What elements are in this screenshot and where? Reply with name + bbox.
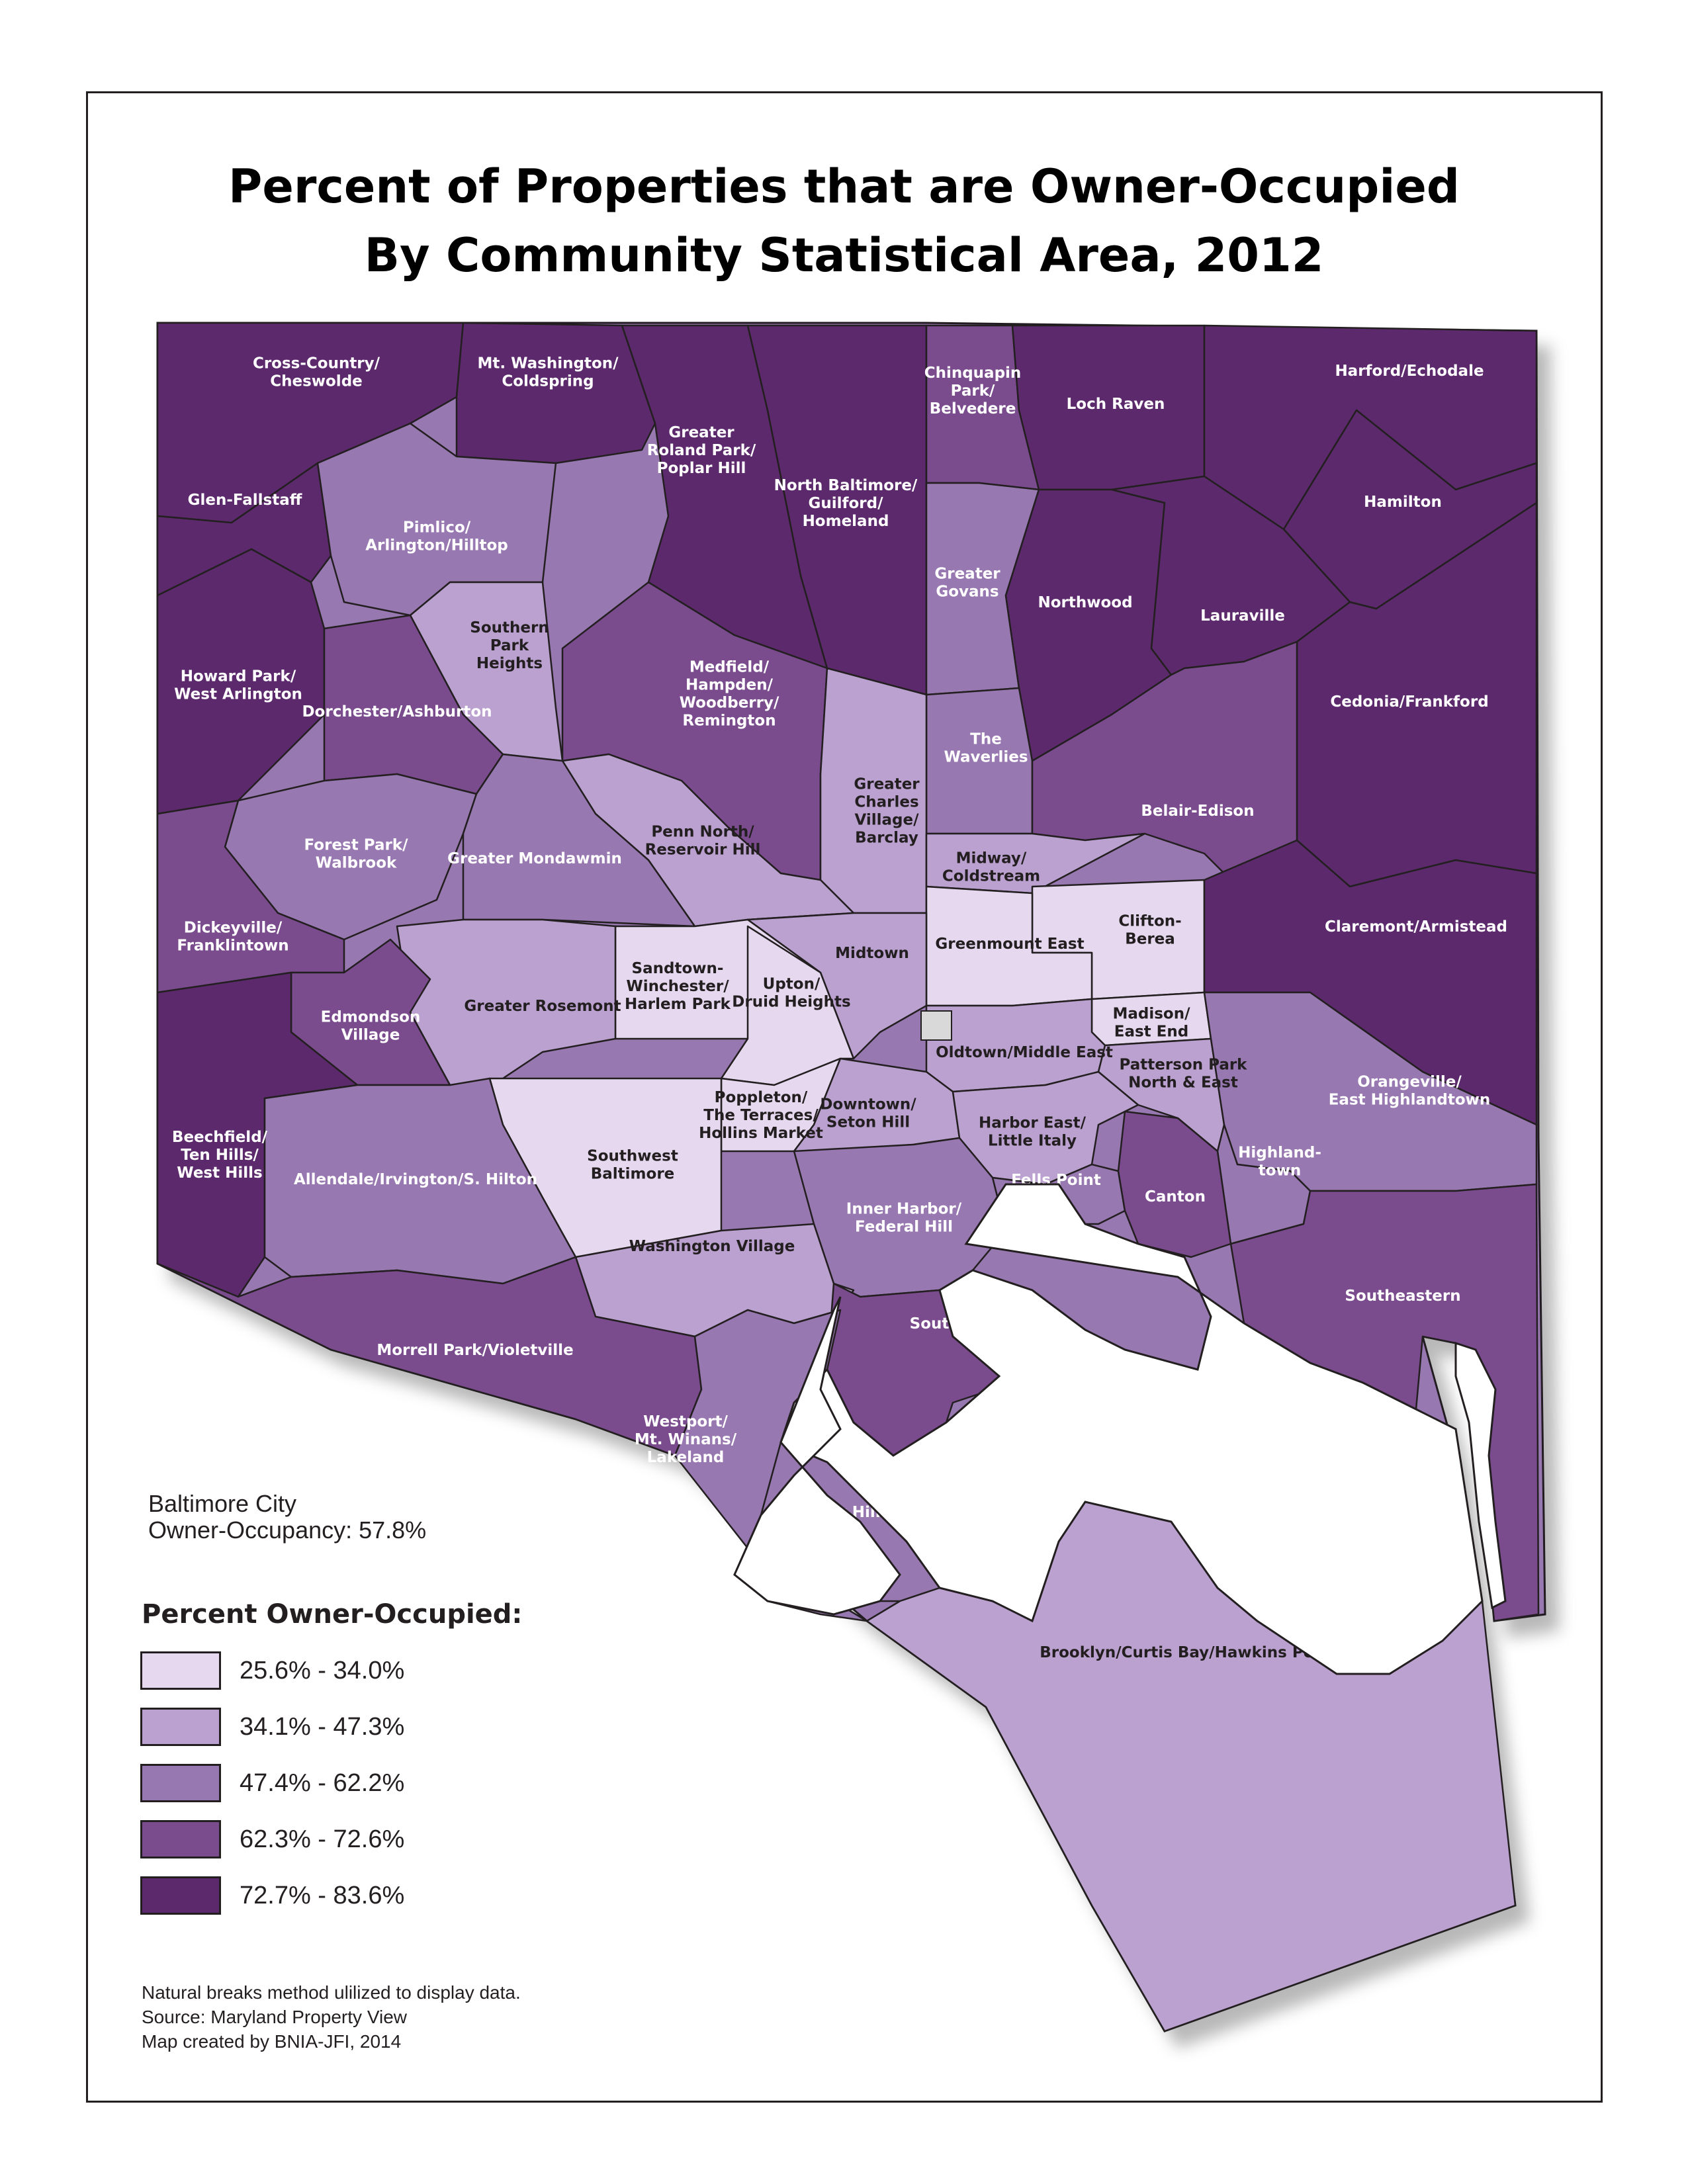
csa-label-washington-village: Washington Village (629, 1238, 795, 1255)
note-source: Source: Maryland Property View (142, 2007, 407, 2027)
csa-label-harford-echodale: Harford/Echodale (1335, 363, 1484, 380)
csa-label-forest-park-walbrook: Forest Park/Walbrook (304, 837, 408, 872)
title-line-2: By Community Statistical Area, 2012 (364, 228, 1324, 283)
csa-label-claremont-armistead: Claremont/Armistead (1325, 918, 1507, 936)
city-summary-name: Baltimore City (148, 1490, 297, 1517)
csa-label-brooklyn-curtis-bay-hawkins-point: Brooklyn/Curtis Bay/Hawkins Point (1040, 1644, 1337, 1661)
csa-label-loch-raven: Loch Raven (1067, 396, 1165, 413)
csa-label-greater-mondawmin: Greater Mondawmin (447, 850, 622, 867)
csa-label-greater-rosemont: Greater Rosemont (464, 998, 621, 1015)
csa-label-midway-coldstream: Midway/Coldstream (942, 850, 1040, 885)
csa-label-greater-charles-village-barclay: Greater Charles Village/Barclay (854, 776, 920, 847)
legend-item-1: 25.6% - 34.0% (140, 1651, 537, 1694)
legend-item-3: 47.4% - 62.2% (140, 1764, 537, 1806)
csa-label-hamilton: Hamilton (1364, 494, 1442, 511)
csa-label-oldtown-middle-east: Oldtown/Middle East (936, 1044, 1113, 1061)
legend-swatch-1 (140, 1651, 221, 1690)
note-credit: Map created by BNIA-JFI, 2014 (142, 2031, 402, 2052)
legend-item-5: 72.7% - 83.6% (140, 1876, 537, 1919)
no-data-parcel (920, 1010, 952, 1041)
csa-label-inner-harbor-federal-hill: Inner Harbor/Federal Hill (846, 1201, 962, 1236)
legend-swatch-3 (140, 1764, 221, 1802)
csa-label-dorchester-ashburton: Dorchester/Ashburton (302, 703, 492, 721)
legend-label-1: 25.6% - 34.0% (240, 1657, 405, 1684)
city-summary: Baltimore City Owner-Occupancy: 57.8% (148, 1491, 426, 1544)
csa-label-greenmount-east: Greenmount East (935, 936, 1084, 953)
csa-label-downtown-seton-hill: Downtown/Seton Hill (820, 1096, 916, 1131)
legend-swatch-2 (140, 1708, 221, 1746)
csa-label-the-waverlies: The Waverlies (944, 731, 1028, 766)
city-summary-rate: Owner-Occupancy: 57.8% (148, 1516, 427, 1544)
legend-label-5: 72.7% - 83.6% (240, 1882, 405, 1909)
csa-label-upton-druid-heights: Upton/Druid Heights (732, 976, 850, 1011)
map-title: Percent of Properties that are Owner-Occ… (0, 152, 1688, 290)
legend-label-4: 62.3% - 72.6% (240, 1825, 405, 1853)
legend-swatch-5 (140, 1876, 221, 1915)
csa-label-northwood: Northwood (1038, 594, 1132, 611)
csa-label-southwest-baltimore: Southwest Baltimore (587, 1148, 678, 1183)
csa-allendale-irvington-s-hilton[interactable] (263, 1077, 577, 1285)
csa-label-allendale-irvington-s-hilton: Allendale/Irvington/S. Hilton (294, 1171, 537, 1188)
csa-label-edmondson-village: Edmondson Village (321, 1009, 421, 1044)
csa-label-greater-govans: Greater Govans (934, 566, 1000, 601)
csa-label-canton: Canton (1145, 1188, 1206, 1205)
csa-label-cedonia-frankford: Cedonia/Frankford (1330, 693, 1488, 711)
csa-label-sandtown-winchester-harlem-park: Sandtown-Winchester/Harlem Park (625, 960, 731, 1013)
csa-label-mt-washington-coldspring: Mt. Washington/Coldspring (477, 355, 619, 390)
legend-label-2: 34.1% - 47.3% (240, 1713, 405, 1741)
csa-mt-washington-coldspring[interactable] (455, 322, 656, 464)
middle-branch-water (733, 1296, 901, 1616)
csa-label-highland-town: Highland-town (1238, 1145, 1321, 1180)
csa-label-patterson-park-north-east: Patterson Park North & East (1120, 1057, 1248, 1092)
note-method: Natural breaks method ulilized to displa… (142, 1982, 521, 2003)
csa-label-madison-east-end: Madison/East End (1112, 1006, 1190, 1041)
csa-label-westport-mt-winans-lakeland: Westport/Mt. Winans/Lakeland (635, 1413, 737, 1466)
legend-item-4: 62.3% - 72.6% (140, 1820, 537, 1862)
csa-label-dickeyville-franklintown: Dickeyville/Franklintown (177, 920, 289, 955)
title-line-1: Percent of Properties that are Owner-Occ… (228, 159, 1460, 214)
csa-label-medfield-hampden-woodberry-remington: Medfield/Hampden/Woodberry/Remington (680, 659, 779, 730)
csa-label-beechfield-ten-hills-west-hills: Beechfield/Ten Hills/West Hills (172, 1129, 268, 1182)
csa-label-north-baltimore-guilford-homeland: North Baltimore/Guilford/Homeland (774, 477, 918, 530)
harbor-water (779, 1183, 1484, 1675)
csa-label-southeastern: Southeastern (1345, 1288, 1460, 1305)
csa-label-glen-fallstaff: Glen-Fallstaff (188, 492, 302, 509)
csa-label-cross-country-cheswolde: Cross-Country/Cheswolde (253, 355, 380, 390)
map-frame (86, 91, 1603, 2103)
csa-label-belair-edison: Belair-Edison (1141, 803, 1254, 820)
legend-item-2: 34.1% - 47.3% (140, 1708, 537, 1750)
legend-swatch-4 (140, 1820, 221, 1858)
csa-label-harbor-east-little-italy: Harbor East/Little Italy (979, 1115, 1087, 1150)
csa-label-poppleton-the-terraces-hollins-market: Poppleton/The Terraces/Hollins Market (699, 1089, 823, 1142)
legend-title: Percent Owner-Occupied: (142, 1599, 523, 1630)
csa-label-clifton-berea: Clifton-Berea (1118, 913, 1181, 948)
csa-label-chinquapin-park-belvedere: Chinquapin Park/Belvedere (924, 365, 1022, 417)
csa-label-midtown: Midtown (835, 945, 909, 962)
csa-label-southern-park-heights: Southern Park Heights (470, 619, 549, 672)
csa-label-pimlico-arlington-hilltop: Pimlico/Arlington/Hilltop (365, 519, 508, 554)
map-notes: Natural breaks method ulilized to displa… (142, 1980, 521, 2054)
csa-label-lauraville: Lauraville (1200, 607, 1285, 625)
csa-label-greater-roland-park-poplar-hill: Greater Roland Park/Poplar Hill (647, 424, 756, 477)
csa-label-morrell-park-violetville: Morrell Park/Violetville (377, 1342, 573, 1359)
legend-label-3: 47.4% - 62.2% (240, 1769, 405, 1797)
csa-label-penn-north-reservoir-hill: Penn North/Reservoir Hill (645, 824, 761, 859)
csa-label-orangeville-east-highlandtown: Orangeville/East Highlandtown (1329, 1074, 1491, 1109)
csa-morrell-park-violetville[interactable] (156, 1256, 703, 1457)
csa-label-howard-park-west-arlington: Howard Park/West Arlington (174, 668, 302, 703)
bear-creek-water (1454, 1341, 1507, 1610)
